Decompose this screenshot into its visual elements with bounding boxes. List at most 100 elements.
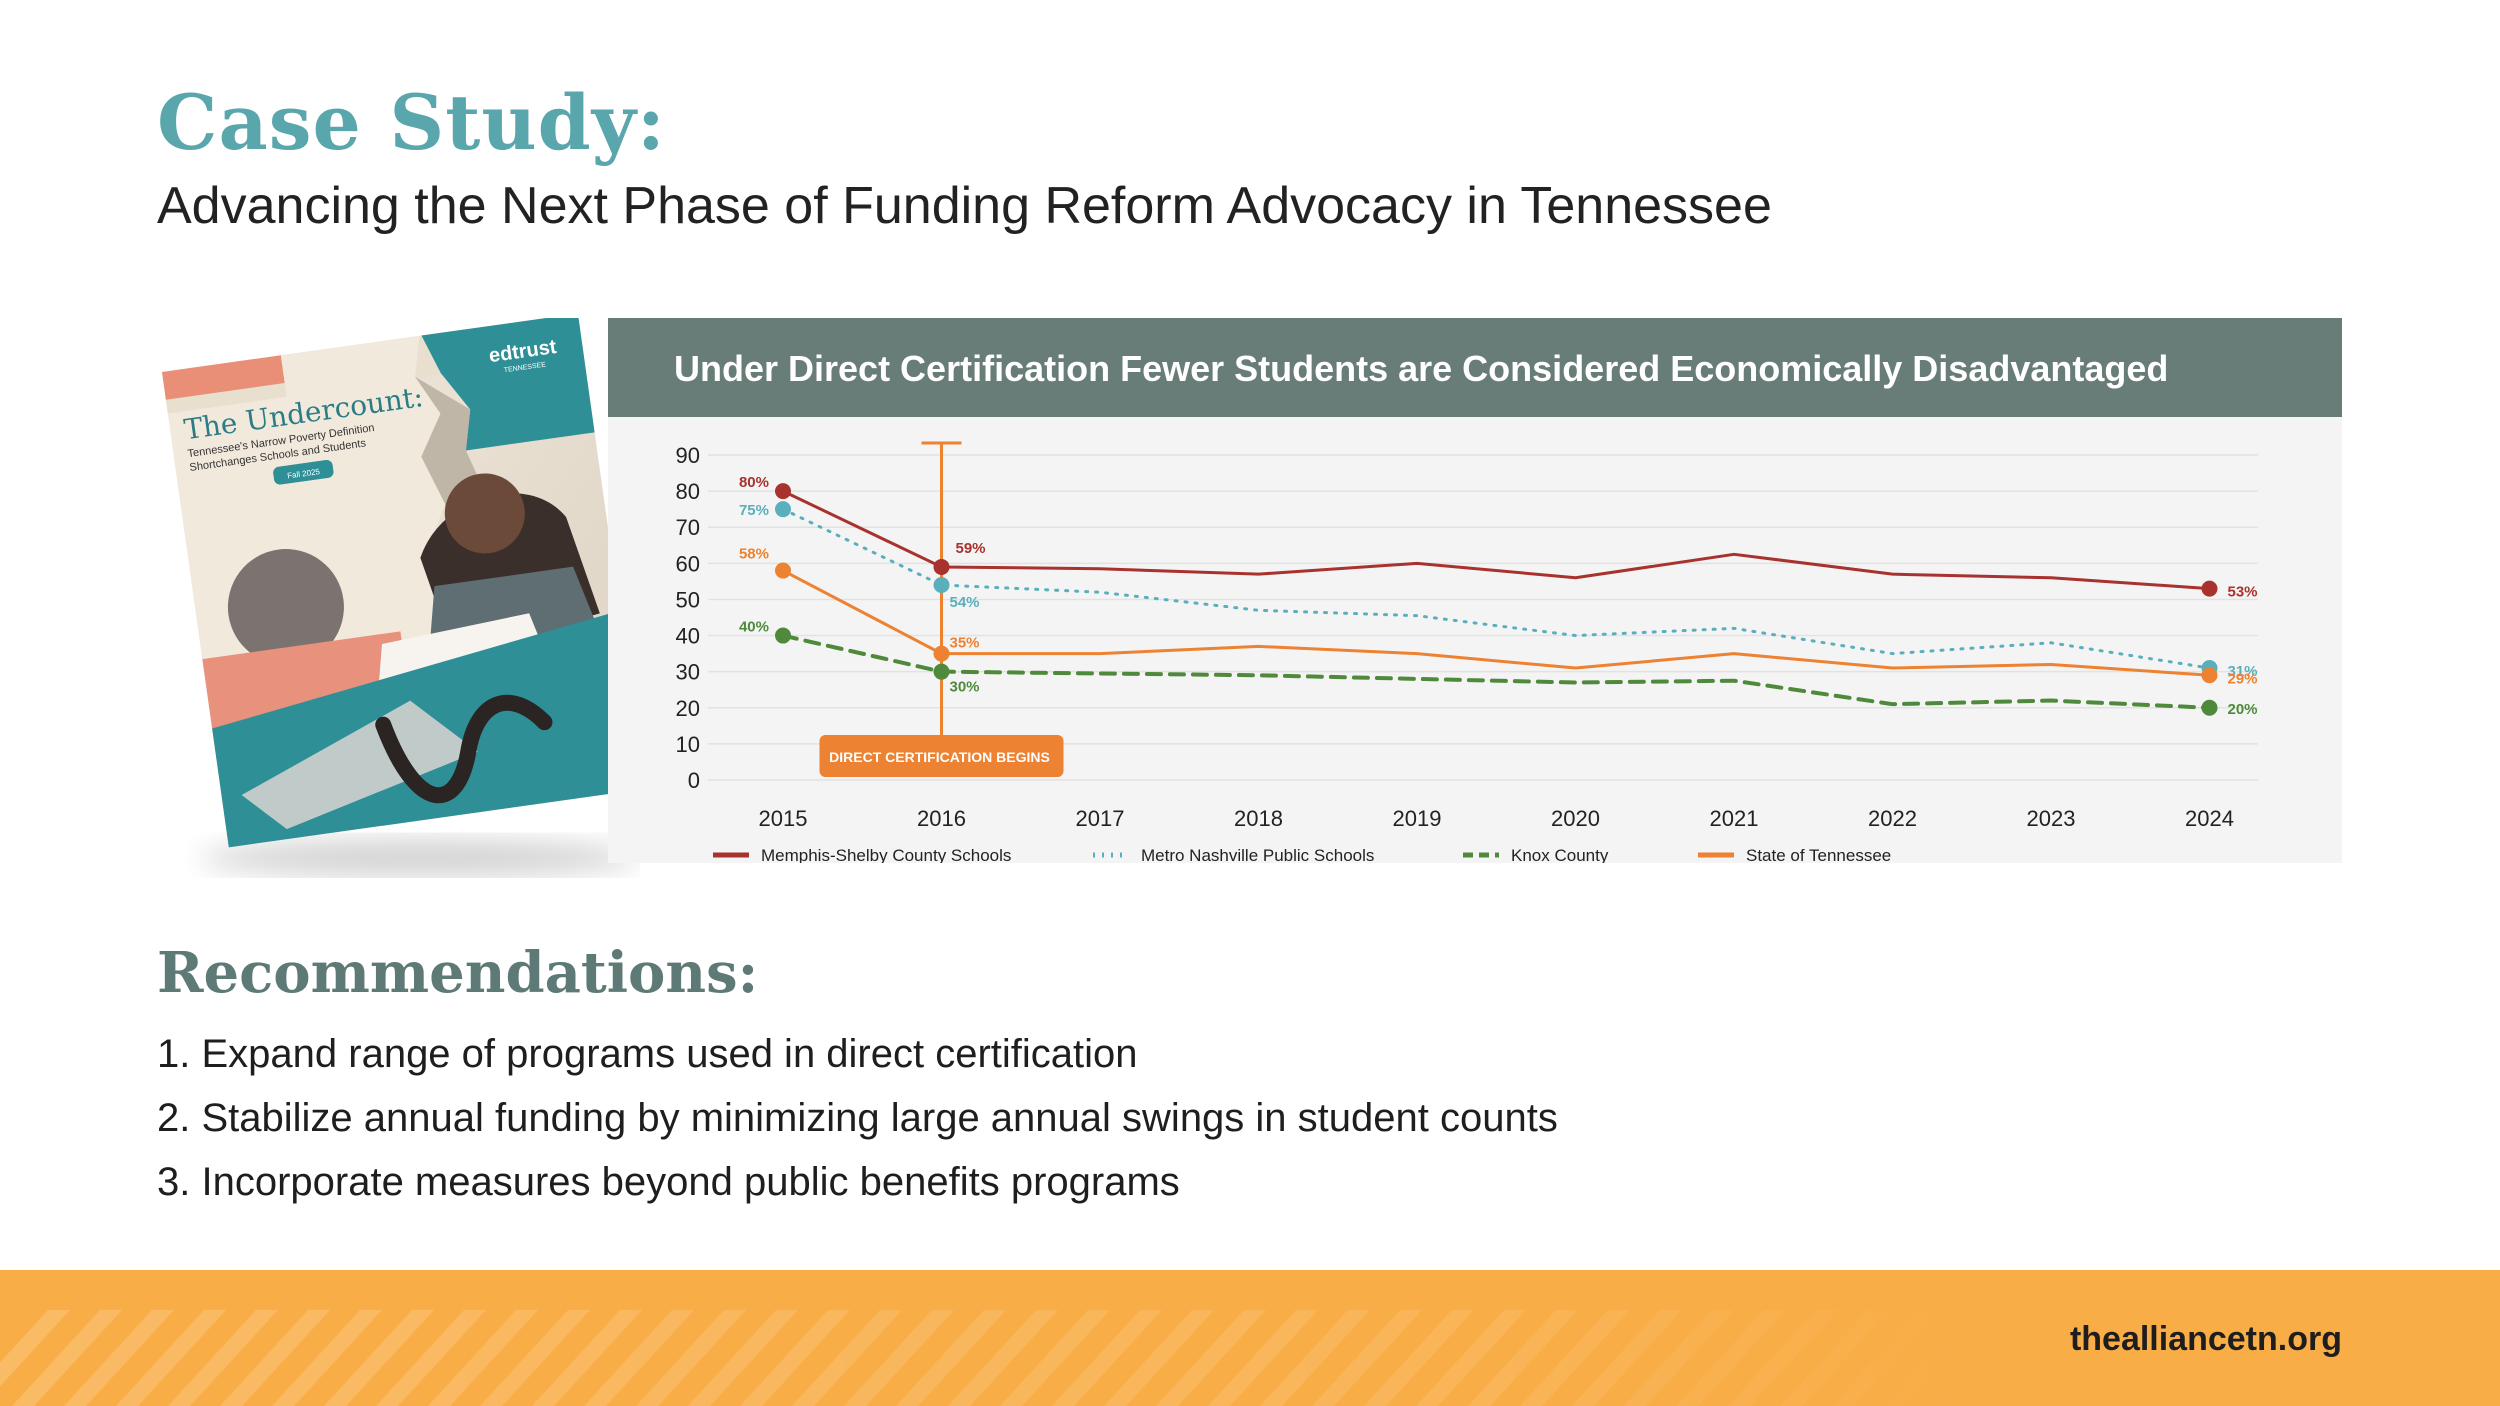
footer-url[interactable]: thealliancetn.org	[2069, 1320, 2342, 1358]
legend-label: Metro Nashville Public Schools	[1141, 846, 1374, 863]
y-tick-label: 30	[676, 660, 700, 685]
footer-stripe	[792, 1310, 902, 1406]
footer-stripe	[324, 1310, 434, 1406]
y-tick-label: 70	[676, 515, 700, 540]
footer-stripe	[1520, 1310, 1630, 1406]
y-tick-label: 20	[676, 696, 700, 721]
annotation-label: DIRECT CERTIFICATION BEGINS	[829, 749, 1050, 765]
report-cover: Fall 2025 edtrust TENNESSEE The Undercou…	[162, 318, 640, 876]
data-label: 20%	[2228, 701, 2258, 718]
y-tick-label: 50	[676, 587, 700, 612]
footer-stripe	[584, 1310, 694, 1406]
y-tick-label: 0	[688, 768, 700, 793]
recommendation-item: 3. Incorporate measures beyond public be…	[157, 1160, 1180, 1204]
data-point	[2201, 699, 2218, 716]
footer-stripe	[844, 1310, 954, 1406]
data-point	[933, 645, 950, 662]
footer-stripe	[272, 1310, 382, 1406]
footer-stripe	[688, 1310, 798, 1406]
legend-label: State of Tennessee	[1746, 846, 1891, 863]
footer-stripe	[1832, 1310, 1942, 1406]
data-label: 59%	[956, 540, 986, 557]
footer-stripe	[1052, 1310, 1162, 1406]
y-tick-label: 80	[676, 479, 700, 504]
y-tick-label: 60	[676, 551, 700, 576]
footer-stripe	[1988, 1310, 2098, 1406]
data-label: 53%	[2228, 584, 2258, 601]
slide-subtitle: Advancing the Next Phase of Funding Refo…	[157, 177, 1772, 235]
data-point	[2201, 580, 2218, 597]
x-tick-label: 2020	[1551, 806, 1600, 831]
data-label: 75%	[739, 502, 769, 519]
footer-stripe	[64, 1310, 174, 1406]
series-line	[781, 507, 2211, 670]
data-point	[775, 562, 791, 579]
footer-stripe	[1780, 1310, 1890, 1406]
footer-stripe	[948, 1310, 1058, 1406]
x-tick-label: 2017	[1076, 806, 1125, 831]
x-tick-label: 2024	[2185, 806, 2234, 831]
data-point	[933, 558, 950, 575]
footer-stripe	[116, 1310, 226, 1406]
footer-stripe	[1468, 1310, 1578, 1406]
data-label: 54%	[950, 594, 980, 611]
legend-label: Memphis-Shelby County Schools	[761, 846, 1011, 863]
data-point	[775, 627, 791, 644]
legend-label: Knox County	[1511, 846, 1609, 863]
footer-stripe	[1416, 1310, 1526, 1406]
x-tick-label: 2022	[1868, 806, 1917, 831]
data-point	[775, 483, 791, 500]
case-study-title: Case Study:	[157, 78, 666, 167]
series-line	[781, 489, 2211, 591]
data-label: 31%	[2228, 663, 2258, 680]
x-tick-label: 2016	[917, 806, 966, 831]
footer-stripe	[376, 1310, 486, 1406]
x-tick-label: 2018	[1234, 806, 1283, 831]
footer-stripe	[12, 1310, 122, 1406]
footer-stripe	[1936, 1310, 2046, 1406]
y-tick-label: 90	[676, 443, 700, 468]
data-point	[2201, 667, 2218, 684]
y-tick-label: 40	[676, 624, 700, 649]
recommendations-title: Recommendations:	[157, 940, 759, 1006]
footer-stripe	[168, 1310, 278, 1406]
chart-title: Under Direct Certification Fewer Student…	[674, 348, 2169, 389]
footer-stripe	[1884, 1310, 1994, 1406]
footer-stripe	[1208, 1310, 1318, 1406]
data-label: 35%	[950, 635, 980, 652]
x-tick-label: 2023	[2027, 806, 2076, 831]
footer-stripe	[480, 1310, 590, 1406]
footer-stripes	[0, 1310, 2098, 1406]
data-label: 30%	[950, 679, 980, 696]
footer-bar: thealliancetn.org	[0, 1270, 2500, 1406]
data-label: 80%	[739, 474, 769, 491]
series-line	[781, 633, 2212, 710]
footer-stripe	[896, 1310, 1006, 1406]
line-chart: 0 10 20 30 40 50 60 70 80 90 2015 2016 2017 2018 2019 2…	[676, 441, 2258, 863]
footer-stripe	[1364, 1310, 1474, 1406]
y-tick-label: 10	[676, 732, 700, 757]
footer-stripe	[1676, 1310, 1786, 1406]
x-tick-label: 2015	[759, 806, 808, 831]
footer-stripe	[1572, 1310, 1682, 1406]
footer-stripe	[1728, 1310, 1838, 1406]
footer-stripe	[1312, 1310, 1422, 1406]
data-label: 40%	[739, 619, 769, 636]
footer-stripe	[1260, 1310, 1370, 1406]
recommendations-list: 1. Expand range of programs used in dire…	[157, 1022, 1558, 1214]
data-point	[933, 577, 950, 593]
data-label: 29%	[2228, 670, 2258, 687]
annotation-box	[819, 735, 1064, 777]
x-tick-label: 2021	[1710, 806, 1759, 831]
series-line	[781, 569, 2211, 677]
chart-panel: Under Direct Certification Fewer Student…	[608, 318, 2342, 863]
chart-header: Under Direct Certification Fewer Student…	[608, 318, 2342, 417]
footer-stripe	[1000, 1310, 1110, 1406]
footer-stripe	[1624, 1310, 1734, 1406]
recommendation-item: 1. Expand range of programs used in dire…	[157, 1032, 1138, 1076]
footer-stripe	[220, 1310, 330, 1406]
footer-stripe	[636, 1310, 746, 1406]
footer-stripe	[1104, 1310, 1214, 1406]
data-point	[775, 501, 791, 518]
recommendation-item: 2. Stabilize annual funding by minimizin…	[157, 1096, 1558, 1140]
